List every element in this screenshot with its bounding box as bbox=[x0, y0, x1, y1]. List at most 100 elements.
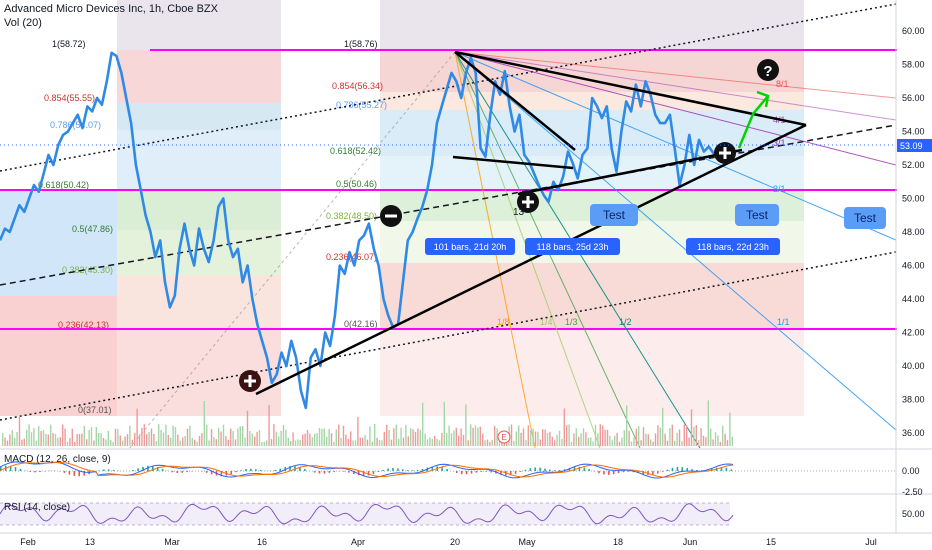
fib-zones-left bbox=[0, 0, 281, 416]
macd-histogram-bar bbox=[627, 471, 630, 472]
macd-histogram-bar bbox=[608, 471, 610, 475]
macd-label[interactable]: MACD (12, 26, close, 9) bbox=[4, 454, 111, 465]
volume-bar bbox=[4, 437, 6, 446]
volume-bar bbox=[681, 441, 683, 446]
volume-bar bbox=[330, 433, 333, 446]
volume-bar bbox=[342, 425, 345, 446]
volume-bar bbox=[302, 434, 304, 446]
question-mark-glyph: ? bbox=[763, 63, 772, 80]
volume-bar bbox=[112, 441, 114, 446]
volume-bar bbox=[316, 433, 318, 446]
volume-bar bbox=[462, 434, 465, 446]
volume-bar bbox=[640, 440, 642, 446]
volume-bar bbox=[374, 424, 376, 446]
volume-bar bbox=[158, 424, 160, 446]
volume-bar bbox=[268, 404, 270, 446]
macd-histogram-bar bbox=[186, 471, 188, 473]
volume-bar bbox=[705, 437, 707, 446]
volume-bar bbox=[417, 428, 419, 446]
time-tick-label: 18 bbox=[613, 537, 623, 547]
volume-bar bbox=[222, 424, 225, 446]
volume-bar bbox=[654, 433, 657, 446]
macd-histogram-bar bbox=[78, 471, 80, 477]
volume-bar bbox=[515, 431, 517, 446]
volume-bar bbox=[638, 426, 640, 446]
volume-bar bbox=[731, 436, 733, 446]
volume-bar bbox=[184, 436, 186, 446]
volume-bar bbox=[220, 431, 222, 446]
volume-bar bbox=[254, 436, 256, 446]
macd-histogram-bar bbox=[549, 469, 551, 471]
volume-bar bbox=[623, 430, 625, 446]
volume-bar bbox=[448, 425, 450, 446]
volume-bar bbox=[386, 424, 388, 446]
macd-histogram-bar bbox=[490, 471, 492, 473]
volume-bar bbox=[563, 408, 565, 446]
earnings-glyph: E bbox=[501, 433, 506, 442]
macd-histogram-bar bbox=[176, 471, 179, 473]
test-callout: Test bbox=[735, 204, 779, 226]
volume-bar bbox=[323, 428, 325, 446]
fib-label: 0.382(45.30) bbox=[62, 265, 113, 275]
volume-bar bbox=[674, 440, 676, 446]
volume-bar bbox=[215, 439, 217, 446]
volume-bar bbox=[42, 430, 45, 446]
volume-bar bbox=[76, 434, 78, 446]
bars-info-box: 118 bars, 25d 23h bbox=[525, 238, 620, 255]
fib-label: 0.854(56.34) bbox=[332, 81, 383, 91]
volume-bar bbox=[359, 437, 361, 446]
macd-histogram-bar bbox=[348, 471, 350, 473]
volume-bar bbox=[489, 441, 491, 446]
rsi-label[interactable]: RSI (14, close) bbox=[4, 502, 71, 513]
time-axis[interactable]: Feb 13 Mar 16 Apr 20 May 18 Jun 15 Jul bbox=[20, 537, 877, 547]
volume-bar bbox=[100, 433, 102, 446]
macd-histogram-bar bbox=[539, 467, 541, 471]
volume-bar bbox=[525, 440, 527, 446]
volume-bar bbox=[143, 424, 145, 446]
volume-bar bbox=[333, 441, 335, 446]
macd-histogram-bar bbox=[568, 468, 571, 471]
macd-histogram-bar bbox=[554, 470, 556, 471]
volume-bar bbox=[717, 435, 719, 446]
marker-minus bbox=[380, 205, 402, 227]
macd-histogram-bar bbox=[318, 471, 321, 474]
volume-bar bbox=[90, 427, 93, 446]
volume-bar bbox=[518, 425, 520, 446]
price-axis[interactable]: 60.00 58.00 56.00 54.00 52.00 50.00 48.00 46.00… bbox=[902, 26, 925, 438]
price-tick-label: 42.00 bbox=[902, 328, 925, 338]
macd-histogram-bar bbox=[446, 469, 448, 471]
volume-bar bbox=[714, 432, 717, 446]
volume-bar bbox=[148, 432, 150, 446]
volume-bar bbox=[354, 440, 357, 446]
fib-label: 0.5(50.46) bbox=[336, 179, 377, 189]
volume-bar bbox=[438, 440, 441, 446]
volume-bar bbox=[510, 424, 513, 446]
volume-bar bbox=[278, 436, 280, 446]
fan-label: 1/1 bbox=[777, 317, 790, 327]
volume-bar bbox=[369, 426, 371, 446]
volume-bar bbox=[376, 437, 378, 446]
volume-bar bbox=[662, 407, 664, 446]
volume-bar bbox=[105, 439, 107, 446]
price-tick-label: 60.00 bbox=[902, 26, 925, 36]
volume-bar bbox=[544, 429, 546, 446]
volume-bar bbox=[460, 428, 462, 446]
earnings-marker: E bbox=[497, 430, 511, 444]
macd-histogram-bar bbox=[357, 471, 360, 476]
fib-label: 0.786(55.27) bbox=[336, 100, 387, 110]
macd-histogram-bar bbox=[583, 467, 586, 471]
volume-bar bbox=[345, 434, 347, 446]
macd-histogram-bar bbox=[343, 471, 345, 472]
macd-histogram-bar bbox=[205, 471, 208, 473]
volume-bar bbox=[251, 433, 253, 446]
volume-bar bbox=[419, 429, 421, 446]
macd-histogram-bar bbox=[612, 471, 615, 475]
volume-bar bbox=[582, 428, 585, 446]
price-tick-label: 36.00 bbox=[902, 428, 925, 438]
volume-bar bbox=[30, 432, 33, 446]
volume-bar bbox=[477, 427, 479, 446]
macd-histogram-bar bbox=[661, 471, 664, 472]
volume-bar bbox=[484, 440, 486, 446]
volume-bar bbox=[726, 440, 729, 446]
